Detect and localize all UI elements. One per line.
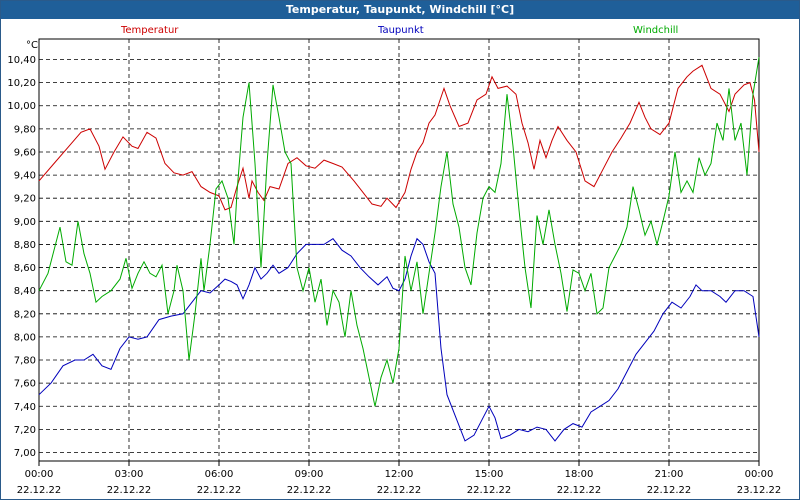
y-tick-label: 7,60 — [14, 379, 36, 390]
y-tick-label: 7,80 — [14, 356, 36, 367]
window-title: Temperatur, Taupunkt, Windchill [°C] — [1, 1, 799, 19]
y-tick-label: 8,00 — [14, 332, 36, 343]
series-group — [38, 57, 760, 442]
x-tick-time: 00:00 — [745, 469, 774, 480]
y-tick-label: 9,40 — [14, 171, 36, 182]
y-tick-label: 7,00 — [14, 448, 36, 459]
y-tick-label: 8,20 — [14, 309, 36, 320]
x-tick-time: 03:00 — [115, 469, 144, 480]
legend-taupunkt: Taupunkt — [378, 25, 424, 36]
x-tick-date: 22.12.22 — [17, 485, 62, 496]
x-tick-date: 23.12.22 — [737, 485, 782, 496]
series-line-temperatur — [38, 64, 760, 211]
y-tick-label: 8,60 — [14, 263, 36, 274]
x-axis-ticks: 00:00 22.12.22 03:00 22.12.22 06:00 22.12.22 0… — [17, 461, 782, 496]
x-tick-date: 22.12.22 — [377, 485, 422, 496]
x-tick-date: 22.12.22 — [107, 485, 152, 496]
legend-temperatur: Temperatur — [121, 25, 179, 36]
legend-windchill: Windchill — [633, 25, 679, 36]
x-tick-time: 18:00 — [565, 469, 594, 480]
x-tick-date: 22.12.22 — [287, 485, 332, 496]
series-line-taupunkt — [38, 237, 760, 442]
y-tick-label: 7,20 — [14, 425, 36, 436]
x-tick-date: 22.12.22 — [647, 485, 692, 496]
x-tick-time: 12:00 — [385, 469, 414, 480]
series-line-windchill — [38, 57, 760, 407]
x-tick-date: 22.12.22 — [197, 485, 242, 496]
y-tick-label: 10,20 — [7, 78, 36, 89]
y-tick-label: 8,40 — [14, 286, 36, 297]
y-tick-label: 7,40 — [14, 402, 36, 413]
y-axis-unit-label: °C — [26, 40, 38, 51]
y-axis-ticks: 10,40 10,20 10,00 9,80 9,60 9,40 9,20 9,00 8,80 8… — [7, 55, 36, 459]
y-tick-label: 8,80 — [14, 240, 36, 251]
x-tick-time: 15:00 — [475, 469, 504, 480]
x-tick-time: 00:00 — [25, 469, 54, 480]
x-tick-time: 21:00 — [655, 469, 684, 480]
gridlines — [39, 39, 759, 461]
y-tick-label: 9,20 — [14, 194, 36, 205]
y-tick-label: 10,40 — [7, 55, 36, 66]
x-tick-time: 06:00 — [205, 469, 234, 480]
y-tick-label: 9,00 — [14, 217, 36, 228]
x-tick-date: 22.12.22 — [557, 485, 602, 496]
y-tick-label: 9,80 — [14, 124, 36, 135]
x-tick-date: 22.12.22 — [467, 485, 512, 496]
y-tick-label: 10,00 — [7, 101, 36, 112]
y-tick-label: 9,60 — [14, 147, 36, 158]
x-tick-time: 09:00 — [295, 469, 324, 480]
